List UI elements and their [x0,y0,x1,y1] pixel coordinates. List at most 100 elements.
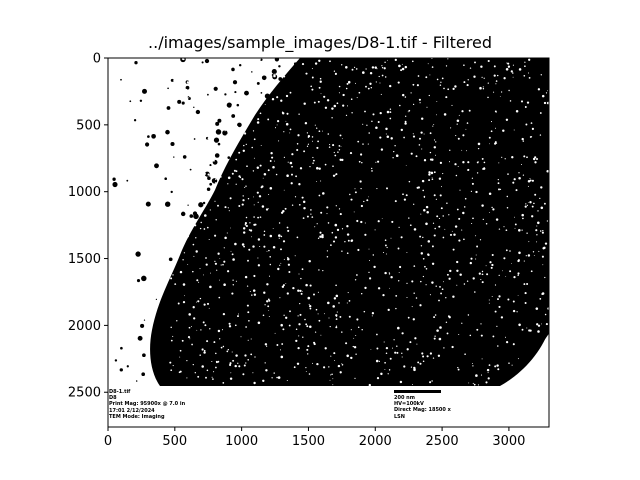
speckle-dot [480,323,482,325]
speckle-dot [440,81,442,83]
speckle-dot [512,343,515,346]
speckle-dot [533,254,535,256]
speckle-dot [183,234,186,237]
speckle-dot [180,227,182,230]
speckle-dot [358,91,361,94]
speckle-dot [433,146,437,149]
grain-dot [317,281,322,285]
speckle-dot [252,170,255,172]
speckle-dot [488,136,491,139]
grain-dot [254,262,256,265]
grain-dot [218,383,220,386]
speckle-dot [175,216,178,219]
y-tick-label: 1000 [68,185,101,200]
grain-dot [312,142,316,146]
grain-dot [230,310,237,316]
speckle-dot [502,129,505,132]
speckle-dot [498,295,501,298]
grain-dot [327,278,331,281]
speckle-dot [336,228,340,232]
speckle-dot [359,180,362,183]
speckle-dot [169,361,172,364]
speckle-dot [319,77,322,80]
grain-dot [226,102,232,108]
speckle-dot [264,103,266,105]
speckle-dot [226,134,228,135]
speckle-dot [195,237,197,239]
grain-dot [334,165,336,168]
speckle-dot [344,241,346,243]
speckle-dot [480,374,483,376]
speckle-dot [404,96,407,98]
speckle-dot [203,228,206,230]
grain-dot [201,249,206,254]
speckle-dot [297,315,299,317]
speckle-dot [543,202,546,205]
grain-dot [314,250,318,254]
speckle-dot [259,164,262,167]
speckle-dot [412,318,415,321]
grain-dot [301,307,306,313]
grain-dot [270,340,274,345]
grain-dot [272,333,277,338]
speckle-dot [338,85,341,88]
speckle-dot [381,74,384,77]
speckle-dot [345,66,348,69]
grain-dot [242,367,247,372]
speckle-dot [410,366,412,368]
speckle-dot [382,251,385,254]
speckle-dot [175,132,178,135]
speckle-dot [203,274,204,276]
grain-dot [229,201,235,206]
speckle-dot [432,125,434,127]
speckle-dot [522,217,524,220]
grain-dot [251,283,256,288]
speckle-dot [245,362,247,364]
speckle-dot [385,346,389,350]
speckle-dot [205,120,207,122]
speckle-dot [431,177,433,178]
speckle-dot [511,263,512,265]
speckle-dot [384,361,386,364]
speckle-dot [447,88,450,91]
grain-dot [333,58,339,64]
speckle-dot [228,325,232,328]
grain-dot [137,335,143,341]
speckle-dot [170,147,173,150]
grain-dot [202,309,207,314]
grain-dot [254,336,259,342]
speckle-dot [319,235,322,238]
speckle-dot [433,316,436,319]
speckle-dot [318,194,321,197]
grain-dot [303,174,310,181]
speckle-dot [309,307,312,310]
speckle-dot [415,297,418,299]
speckle-dot [436,215,439,218]
grain-dot [231,114,236,118]
speckle-dot [362,143,364,145]
speckle-dot [198,192,200,194]
speckle-dot [445,65,448,67]
speckle-dot [524,61,526,63]
speckle-dot [190,191,192,193]
grain-dot [320,369,324,372]
speckle-dot [467,169,469,171]
speckle-dot [297,346,300,350]
speckle-dot [505,384,507,386]
speckle-dot [297,289,300,292]
speckle-dot [546,170,549,173]
grain-dot [120,346,123,350]
speckle-dot [235,158,238,161]
speckle-dot [433,139,436,141]
grain-dot [197,323,199,326]
speckle-dot [179,151,183,155]
speckle-dot [379,136,382,139]
speckle-dot [521,328,524,331]
speckle-dot [172,149,175,152]
speckle-dot [201,79,205,82]
speckle-dot [515,374,518,377]
grain-dot [260,340,265,345]
speckle-dot [259,216,262,218]
speckle-dot [390,275,393,279]
speckle-dot [316,223,318,225]
